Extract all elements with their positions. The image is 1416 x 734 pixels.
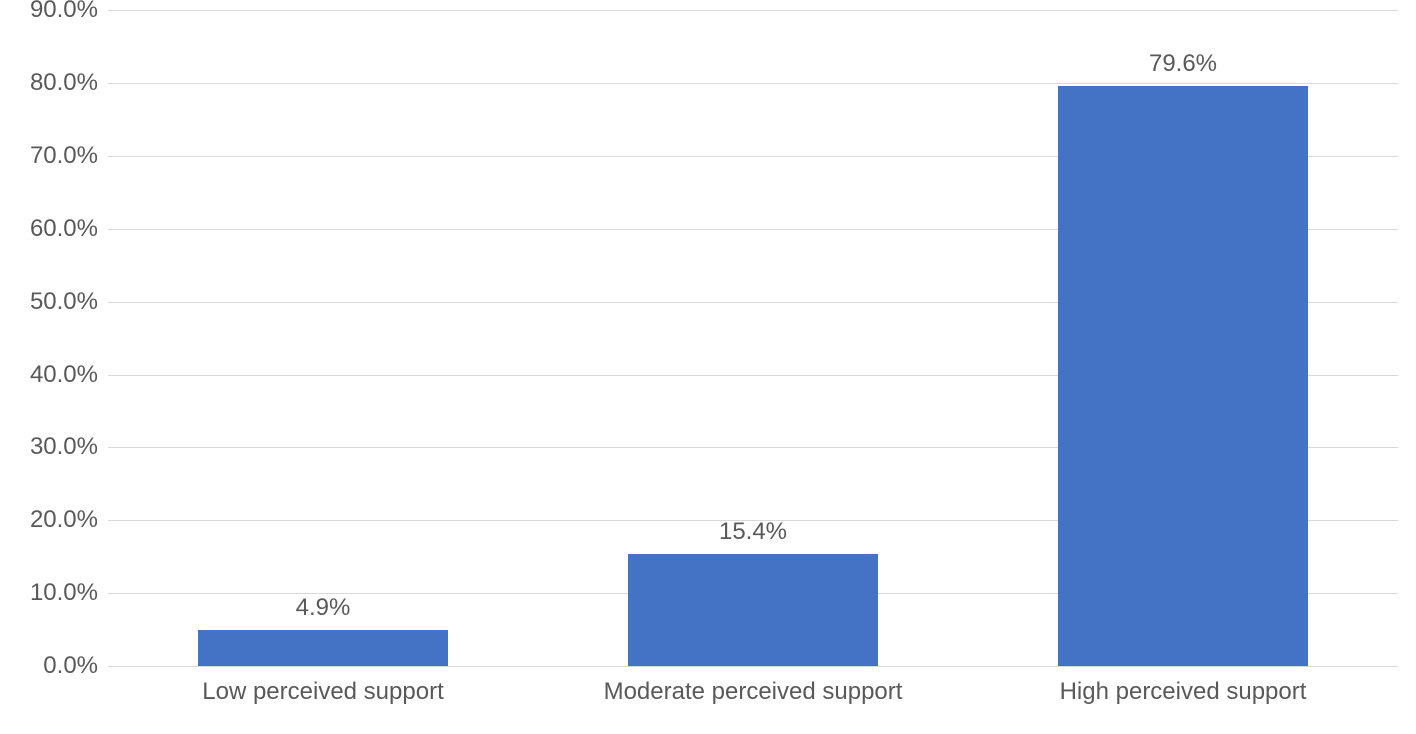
y-tick-label: 30.0% <box>30 433 98 461</box>
y-tick-label: 10.0% <box>30 579 98 607</box>
y-tick-label: 20.0% <box>30 506 98 534</box>
bar-value-label: 79.6% <box>1083 50 1283 78</box>
plot-area: 4.9% 15.4% 79.6% <box>108 10 1398 667</box>
y-tick-label: 80.0% <box>30 69 98 97</box>
y-tick-label: 70.0% <box>30 142 98 170</box>
y-tick-label: 90.0% <box>30 0 98 24</box>
bar <box>198 630 447 666</box>
bar-value-label: 4.9% <box>223 594 423 622</box>
gridline <box>108 83 1398 84</box>
y-tick-label: 50.0% <box>30 288 98 316</box>
x-tick-label: Low perceived support <box>202 678 443 706</box>
y-tick-label: 40.0% <box>30 361 98 389</box>
bar <box>628 554 877 666</box>
gridline <box>108 10 1398 11</box>
y-tick-label: 60.0% <box>30 215 98 243</box>
bar <box>1058 86 1307 666</box>
x-tick-label: High perceived support <box>1060 678 1307 706</box>
perceived-support-bar-chart: 4.9% 15.4% 79.6% 0.0% 10.0% 20.0% 30.0% 40.0% 5… <box>0 0 1416 734</box>
x-tick-label: Moderate perceived support <box>604 678 903 706</box>
y-tick-label: 0.0% <box>43 652 98 680</box>
bar-value-label: 15.4% <box>653 518 853 546</box>
